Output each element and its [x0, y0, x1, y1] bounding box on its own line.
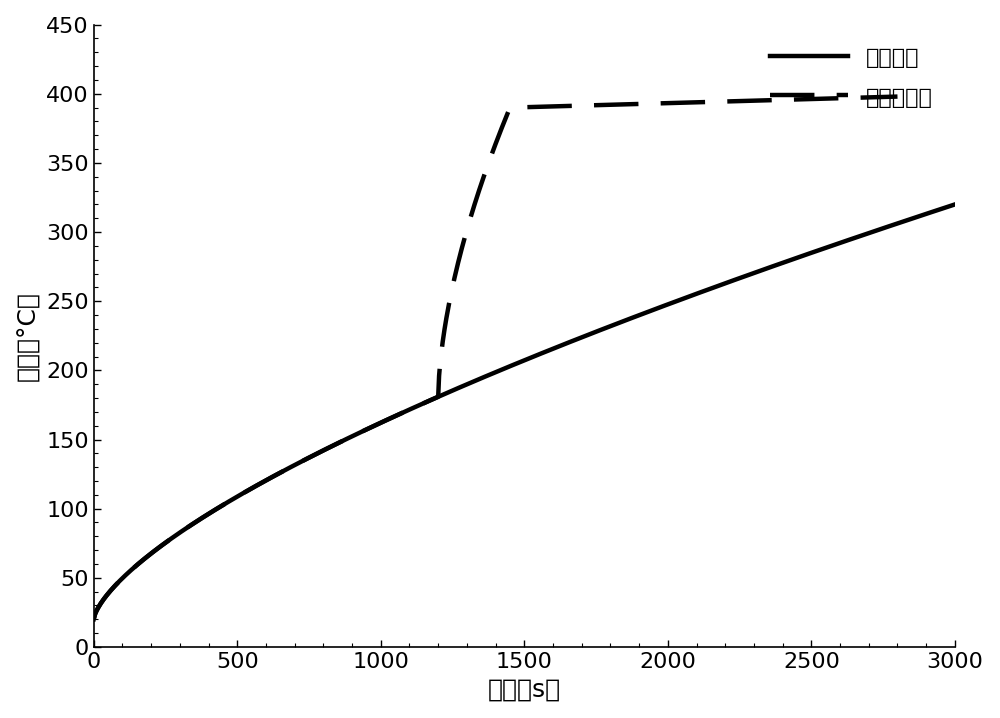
锂离子电池 — [839, 94, 851, 103]
空白电池 — [88, 615, 100, 623]
锂离子电池 — [646, 99, 658, 108]
空白电池 — [663, 299, 675, 308]
锂离子电池 — [518, 103, 530, 111]
锂离子电池 — [239, 488, 251, 497]
空白电池 — [595, 325, 607, 334]
空白电池 — [240, 488, 252, 496]
Y-axis label: 温度（°C）: 温度（°C） — [17, 291, 41, 381]
Line: 锂离子电池: 锂离子电池 — [94, 97, 897, 619]
空白电池 — [949, 200, 961, 209]
锂离子电池 — [88, 615, 100, 623]
空白电池 — [736, 273, 748, 281]
锂离子电池 — [891, 93, 903, 101]
锂离子电池 — [406, 404, 418, 413]
空白电池 — [309, 450, 321, 459]
Line: 空白电池: 空白电池 — [94, 205, 955, 619]
X-axis label: 时间（s）: 时间（s） — [488, 677, 561, 701]
Legend: 空白电池, 锂离子电池: 空白电池, 锂离子电池 — [759, 36, 944, 119]
空白电池 — [477, 373, 489, 382]
锂离子电池 — [218, 500, 230, 509]
